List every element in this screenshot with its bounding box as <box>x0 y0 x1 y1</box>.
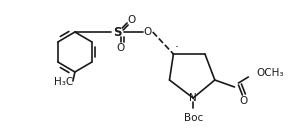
Text: ·: · <box>174 42 178 54</box>
Text: O: O <box>116 43 124 53</box>
Text: S: S <box>113 26 122 39</box>
Text: Boc: Boc <box>184 113 203 123</box>
Text: ·: · <box>210 67 214 81</box>
Text: N: N <box>189 93 197 103</box>
Text: OCH₃: OCH₃ <box>256 68 284 78</box>
Text: O: O <box>127 15 135 25</box>
Text: H₃C: H₃C <box>54 77 73 87</box>
Text: O: O <box>239 96 247 106</box>
Text: O: O <box>144 27 152 37</box>
